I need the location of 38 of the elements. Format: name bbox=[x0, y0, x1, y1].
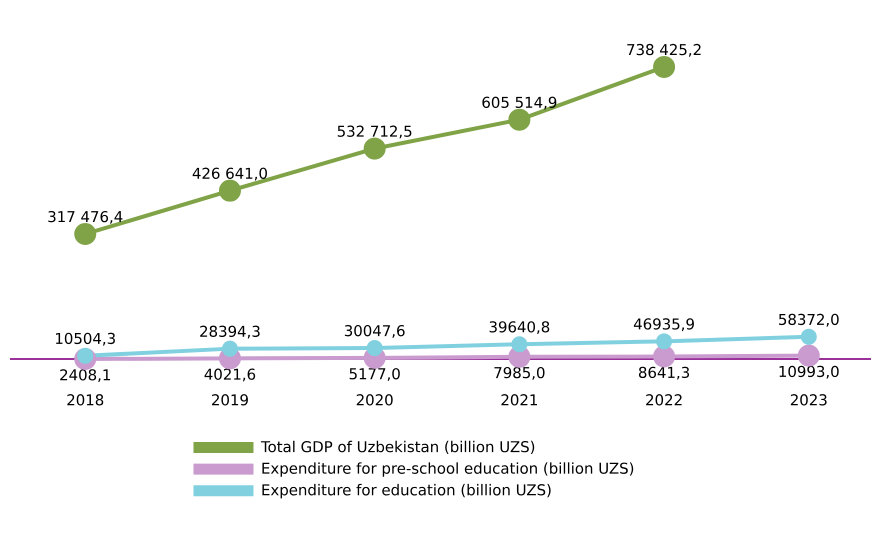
data-label: 317 476,4 bbox=[48, 210, 122, 224]
legend-label: Expenditure for pre-school education (billion UZS) bbox=[262, 462, 634, 477]
data-label: 58372,0 bbox=[779, 314, 839, 327]
data-label: 28394,3 bbox=[200, 326, 260, 338]
point bbox=[74, 222, 96, 245]
data-label: 5177,0 bbox=[350, 368, 400, 381]
data-label: 10504,3 bbox=[56, 332, 115, 346]
x-tick-label: 2022 bbox=[646, 394, 682, 406]
point bbox=[222, 340, 238, 357]
legend-label: Total GDP of Uzbekistan (billion UZS) bbox=[260, 440, 534, 454]
x-tick-label: 2021 bbox=[501, 394, 537, 406]
legend-label: Expenditure for education (billion UZS) bbox=[262, 484, 551, 498]
point bbox=[800, 328, 817, 345]
point bbox=[218, 180, 241, 202]
point bbox=[364, 138, 386, 160]
data-label: 4021,6 bbox=[204, 368, 256, 382]
point bbox=[653, 346, 676, 368]
x-tick-label: 2018 bbox=[67, 394, 104, 406]
data-label: 7985,0 bbox=[494, 366, 545, 380]
point bbox=[366, 340, 383, 356]
data-label: 39640,8 bbox=[490, 321, 550, 334]
data-label: 738 425,2 bbox=[627, 44, 701, 57]
data-label: 8641,3 bbox=[638, 366, 690, 380]
point bbox=[508, 108, 530, 131]
data-label: 532 712,5 bbox=[338, 126, 412, 138]
data-label: 10993,0 bbox=[780, 366, 839, 379]
data-label: 605 514,9 bbox=[482, 96, 556, 110]
data-label: 30047,6 bbox=[344, 325, 405, 338]
point bbox=[798, 344, 820, 367]
x-tick-label: 2019 bbox=[212, 394, 248, 406]
point bbox=[511, 336, 528, 352]
data-label: 2408,1 bbox=[60, 369, 110, 382]
point bbox=[653, 56, 676, 78]
data-label: 46935,9 bbox=[634, 318, 694, 332]
data-label: 426 641,0 bbox=[192, 168, 267, 180]
x-tick-label: 2020 bbox=[356, 394, 393, 406]
x-tick-label: 2023 bbox=[790, 394, 827, 406]
point bbox=[656, 333, 672, 350]
